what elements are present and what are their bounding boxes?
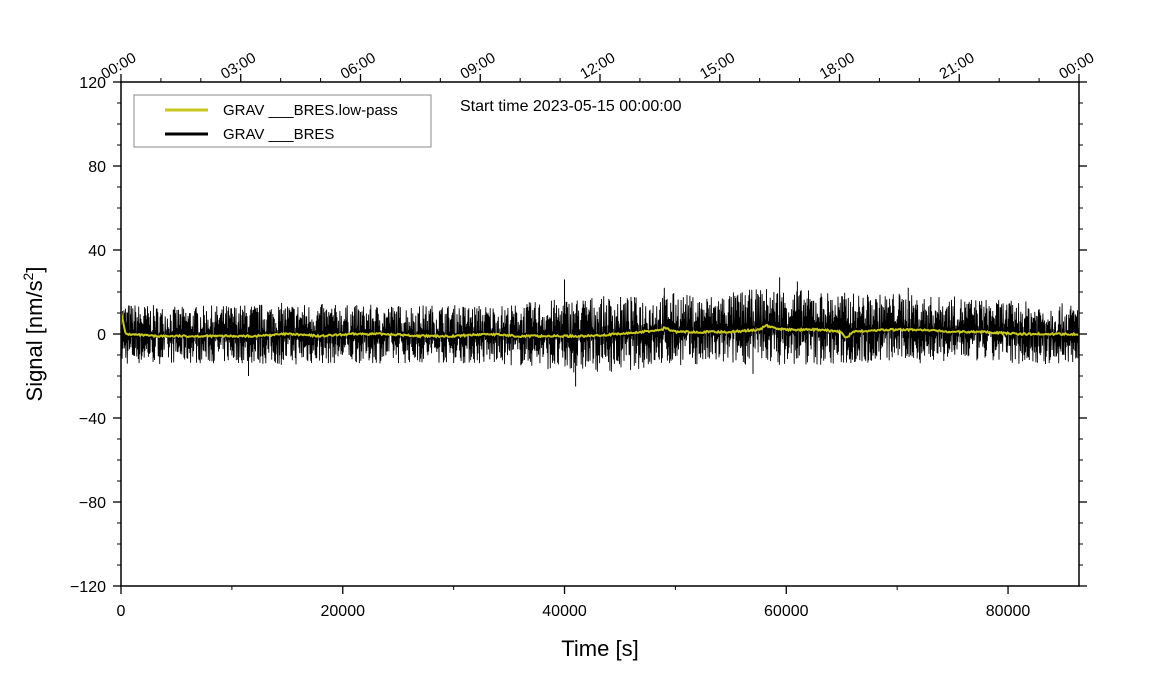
y-tick-label-5: −80 [79, 495, 106, 512]
y-tick-label-4: −40 [79, 411, 106, 428]
x-tick-label-4: 80000 [986, 603, 1031, 620]
x-tick-label-2: 40000 [542, 603, 587, 620]
y-axis-label-superscript: 2 [20, 272, 36, 280]
top-tick-label-2: 06:00 [338, 49, 379, 82]
top-tick-label-1: 03:00 [218, 49, 259, 82]
legend: GRAV ___BRES.low-pass GRAV ___BRES [133, 94, 432, 148]
top-tick-label-0: 00:00 [98, 49, 139, 82]
plot-area [120, 277, 1080, 387]
top-tick-label-6: 18:00 [817, 49, 858, 82]
x-axis-label: Time [s] [561, 636, 638, 661]
y-tick-label-2: 40 [88, 243, 106, 260]
top-tick-label-7: 21:00 [936, 49, 977, 82]
legend-box [133, 94, 432, 148]
y-tick-label-0: 120 [79, 75, 106, 92]
y-tick-label-6: −120 [70, 579, 106, 596]
top-tick-label-8: 00:00 [1056, 49, 1097, 82]
x-tick-label-0: 0 [117, 603, 126, 620]
series-raw-line [120, 289, 1080, 373]
top-tick-label-5: 15:00 [697, 49, 738, 82]
top-tick-label-3: 09:00 [457, 49, 498, 82]
legend-label-lowpass: GRAV ___BRES.low-pass [223, 102, 398, 119]
x-tick-label-3: 60000 [764, 603, 809, 620]
x-tick-label-1: 20000 [321, 603, 366, 620]
y-axis-label-main: Signal [nm/s [22, 280, 47, 401]
y-tick-label-1: 80 [88, 159, 106, 176]
y-axis-label-suffix: ] [22, 267, 47, 273]
series-lowpass-line [120, 311, 1080, 339]
start-time-annotation: Start time 2023-05-15 00:00:00 [460, 98, 682, 115]
y-tick-label-3: 0 [97, 327, 106, 344]
top-tick-label-4: 12:00 [577, 49, 618, 82]
legend-label-raw: GRAV ___BRES [223, 126, 334, 143]
y-axis-label: Signal [nm/s2] [20, 267, 47, 402]
